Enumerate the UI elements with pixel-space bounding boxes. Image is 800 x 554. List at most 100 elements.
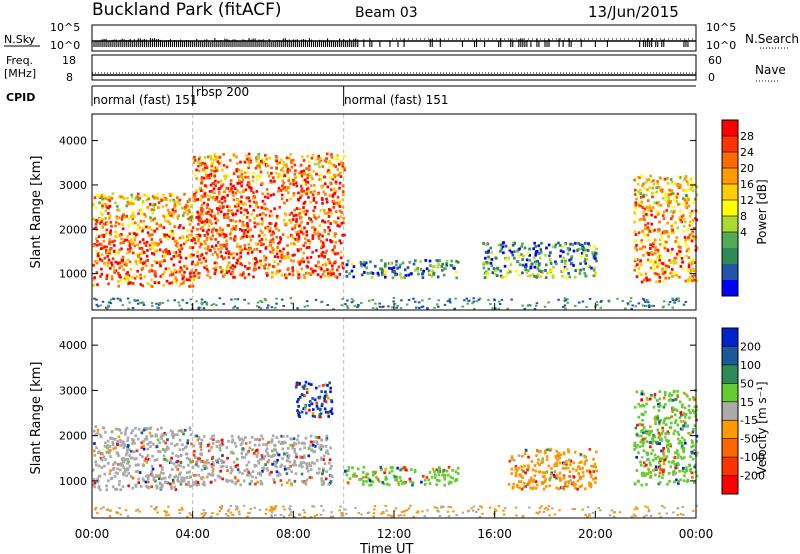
echo-cell xyxy=(679,215,683,219)
echo-cell xyxy=(180,307,183,310)
echo-cell xyxy=(679,265,683,268)
echo-cell xyxy=(424,259,428,262)
echo-cell xyxy=(635,248,639,252)
echo-cell xyxy=(155,242,158,245)
echo-cell xyxy=(583,487,587,491)
echo-cell xyxy=(672,205,675,209)
echo-cell xyxy=(652,405,656,409)
echo-cell xyxy=(214,157,218,161)
echo-cell xyxy=(253,463,257,467)
echo-cell xyxy=(108,204,112,208)
echo-cell xyxy=(146,442,149,446)
echo-cell xyxy=(266,468,270,472)
echo-cell xyxy=(207,472,210,476)
echo-cell xyxy=(664,276,668,280)
echo-cell xyxy=(239,262,242,265)
echo-cell xyxy=(226,514,230,517)
echo-cell xyxy=(562,305,565,308)
echo-cell xyxy=(170,257,173,261)
echo-cell xyxy=(438,479,441,483)
echo-cell xyxy=(639,460,642,464)
echo-cell xyxy=(346,307,350,310)
echo-cell xyxy=(201,212,204,215)
echo-cell xyxy=(219,250,223,254)
echo-cell xyxy=(397,483,401,486)
echo-cell xyxy=(295,455,298,459)
echo-cell xyxy=(178,283,182,287)
echo-cell xyxy=(667,265,671,269)
echo-cell xyxy=(267,174,271,178)
echo-cell xyxy=(330,154,333,158)
echo-cell xyxy=(352,275,356,279)
echo-cell xyxy=(293,163,297,167)
echo-cell xyxy=(685,201,689,205)
echo-cell xyxy=(656,228,660,232)
echo-cell xyxy=(127,484,130,488)
echo-cell xyxy=(674,299,678,302)
echo-cell xyxy=(374,470,377,474)
echo-cell xyxy=(275,272,278,276)
echo-cell xyxy=(210,446,213,449)
echo-cell xyxy=(549,260,552,263)
echo-cell xyxy=(264,512,268,515)
echo-cell xyxy=(468,299,471,302)
echo-cell xyxy=(587,242,590,245)
echo-cell xyxy=(318,233,322,236)
echo-cell xyxy=(209,515,213,518)
echo-cell xyxy=(661,429,665,433)
echo-cell xyxy=(189,460,192,464)
echo-cell xyxy=(173,225,176,229)
echo-cell xyxy=(635,275,639,279)
echo-cell xyxy=(225,243,228,246)
echo-cell xyxy=(678,216,682,219)
echo-cell xyxy=(196,459,200,462)
echo-cell xyxy=(227,261,231,264)
echo-cell xyxy=(183,264,186,268)
echo-cell xyxy=(562,475,566,479)
echo-cell xyxy=(246,224,250,228)
echo-cell xyxy=(338,181,342,185)
echo-cell xyxy=(307,196,310,199)
echo-cell xyxy=(318,395,322,399)
echo-cell xyxy=(204,242,207,246)
echo-cell xyxy=(527,274,530,278)
echo-cell xyxy=(403,481,406,485)
echo-cell xyxy=(308,408,311,412)
echo-cell xyxy=(265,274,269,277)
echo-cell xyxy=(190,303,194,306)
echo-cell xyxy=(335,268,339,272)
echo-cell xyxy=(126,439,129,443)
echo-cell xyxy=(533,256,536,260)
echo-cell xyxy=(674,421,677,424)
echo-cell xyxy=(344,508,347,511)
echo-cell xyxy=(247,460,251,464)
echo-cell xyxy=(545,455,549,458)
echo-cell xyxy=(173,203,177,207)
echo-cell xyxy=(321,469,325,473)
echo-cell xyxy=(652,182,656,186)
echo-cell xyxy=(234,476,237,480)
echo-cell xyxy=(176,254,180,258)
echo-cell xyxy=(151,233,154,237)
echo-cell xyxy=(679,202,683,206)
echo-cell xyxy=(148,441,151,445)
echo-cell xyxy=(313,462,316,465)
echo-cell xyxy=(100,233,104,237)
echo-cell xyxy=(321,445,325,448)
echo-cell xyxy=(141,238,145,242)
echo-cell xyxy=(510,457,514,461)
echo-cell xyxy=(169,482,172,486)
echo-cell xyxy=(475,300,479,303)
echo-cell xyxy=(148,270,151,273)
echo-cell xyxy=(508,248,512,252)
echo-cell xyxy=(332,205,336,209)
echo-cell xyxy=(97,464,101,468)
echo-cell xyxy=(660,437,663,441)
echo-cell xyxy=(381,268,384,272)
echo-cell xyxy=(314,232,317,236)
echo-cell xyxy=(115,215,119,219)
echo-cell xyxy=(649,174,652,178)
echo-cell xyxy=(101,218,104,221)
echo-cell xyxy=(333,173,336,177)
